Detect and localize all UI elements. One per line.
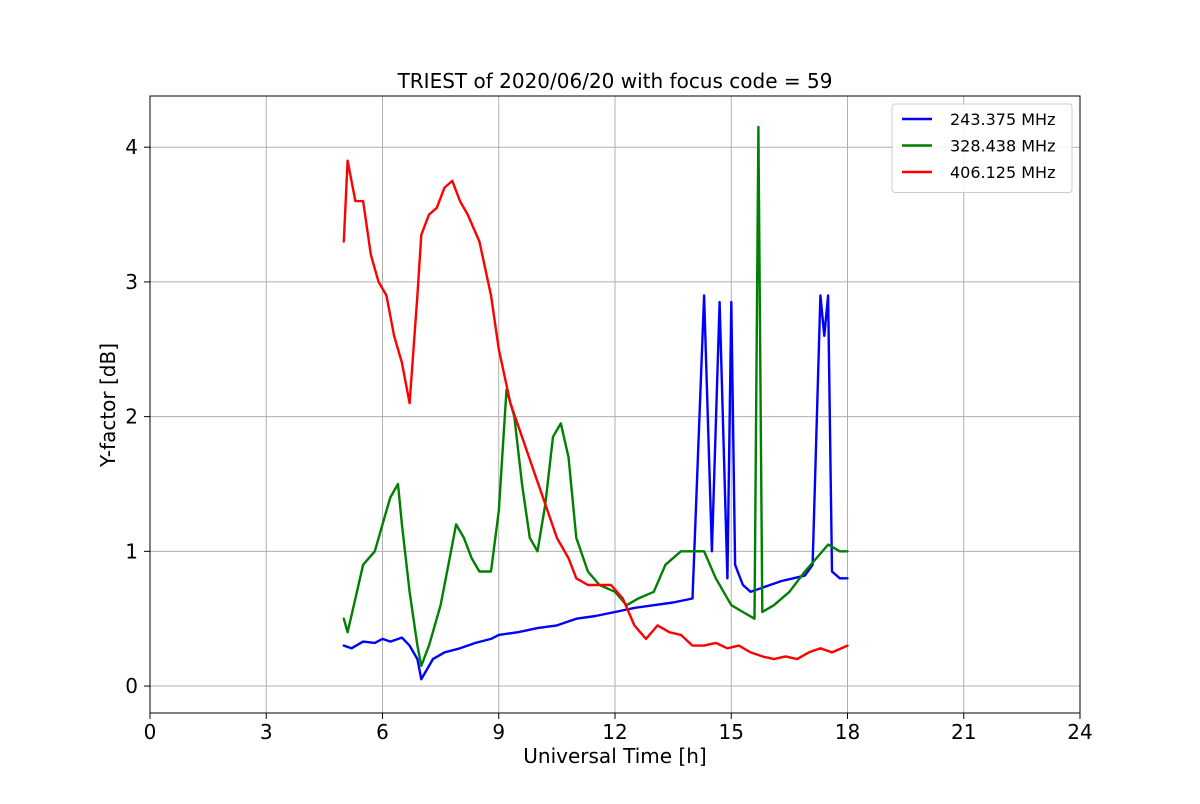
y-tick-label: 4: [125, 135, 138, 159]
series-line-1: [342, 294, 849, 681]
series-line-3: [342, 159, 849, 661]
y-tick-label: 1: [125, 539, 138, 563]
x-tick-label: 24: [1067, 720, 1092, 744]
y-tick-label: 2: [125, 405, 138, 429]
legend-label-2: 328.438 MHz: [950, 137, 1055, 156]
chart-title: TRIEST of 2020/06/20 with focus code = 5…: [397, 69, 833, 93]
x-tick-label: 0: [144, 720, 157, 744]
legend-box: [891, 103, 1073, 193]
series-layer: [342, 125, 849, 681]
x-tick-label: 6: [376, 720, 389, 744]
x-tick-label: 3: [260, 720, 273, 744]
x-tick-label: 18: [835, 720, 860, 744]
y-tick-label: 3: [125, 270, 138, 294]
series-line-2: [342, 125, 849, 667]
x-tick-label: 15: [719, 720, 744, 744]
y-tick-label: 0: [125, 674, 138, 698]
y-axis-label: Y-factor [dB]: [96, 343, 120, 468]
legend: 243.375 MHz 328.438 MHz 406.125 MHz: [891, 103, 1073, 193]
x-tick-label: 9: [492, 720, 505, 744]
x-tick-label: 21: [951, 720, 976, 744]
legend-label-1: 243.375 MHz: [950, 110, 1055, 129]
legend-label-3: 406.125 MHz: [950, 163, 1055, 182]
x-tick-label: 12: [602, 720, 627, 744]
x-axis-label: Universal Time [h]: [523, 744, 706, 768]
